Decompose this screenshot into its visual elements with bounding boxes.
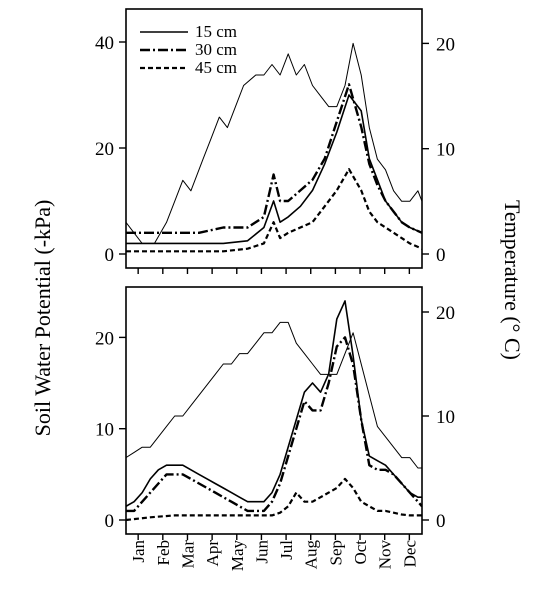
right-tick-label: 0 xyxy=(436,245,446,266)
right-tick-label: 0 xyxy=(436,511,446,532)
month-label: May xyxy=(228,540,247,572)
legend-label: 45 cm xyxy=(195,58,237,77)
month-label: Feb xyxy=(154,540,173,566)
left-tick-label: 0 xyxy=(105,511,115,532)
right-tick-label: 20 xyxy=(436,303,455,324)
legend-label: 30 cm xyxy=(195,40,237,59)
right-tick-label: 10 xyxy=(436,140,455,161)
month-label: Aug xyxy=(302,540,321,570)
month-label: Jun xyxy=(252,540,271,564)
left-tick-label: 10 xyxy=(95,420,114,441)
left-tick-label: 0 xyxy=(105,245,115,266)
left-tick-label: 20 xyxy=(95,139,114,160)
series-line-temperature xyxy=(126,42,422,244)
right-tick-label: 10 xyxy=(436,407,455,428)
month-axis: Jan Feb Mar Apr May Jun Jul Aug Sep Oct Nov Dec xyxy=(129,540,419,572)
series-line-15-cm xyxy=(126,300,422,507)
month-label: Dec xyxy=(400,540,419,568)
plot-frame xyxy=(125,8,423,269)
series-line-30-cm xyxy=(126,336,422,513)
month-label: Sep xyxy=(326,540,345,566)
series-line-45-cm xyxy=(126,168,422,253)
month-label: Jan xyxy=(129,540,148,563)
right-tick-label: 20 xyxy=(436,34,455,55)
month-label: Mar xyxy=(178,540,197,569)
series-line-45-cm xyxy=(126,477,422,522)
month-label: Apr xyxy=(203,540,222,567)
month-label: Nov xyxy=(376,540,395,570)
left-axis-title: Soil Water Potential (-kPa) xyxy=(30,200,55,437)
series-line-30-cm xyxy=(126,83,422,234)
month-label: Oct xyxy=(351,540,370,565)
plot-frame xyxy=(125,286,423,535)
top-panel: 0 20 40 0 10 20 xyxy=(95,8,455,274)
legend-label: 15 cm xyxy=(195,22,237,41)
left-tick-label: 40 xyxy=(95,33,114,54)
month-label: Jul xyxy=(277,540,296,560)
series-line-temperature xyxy=(126,321,422,469)
right-axis-title: Temperature (° C) xyxy=(500,200,525,360)
bottom-panel: 0 10 20 0 10 20 xyxy=(95,286,455,540)
left-tick-label: 20 xyxy=(95,328,114,349)
